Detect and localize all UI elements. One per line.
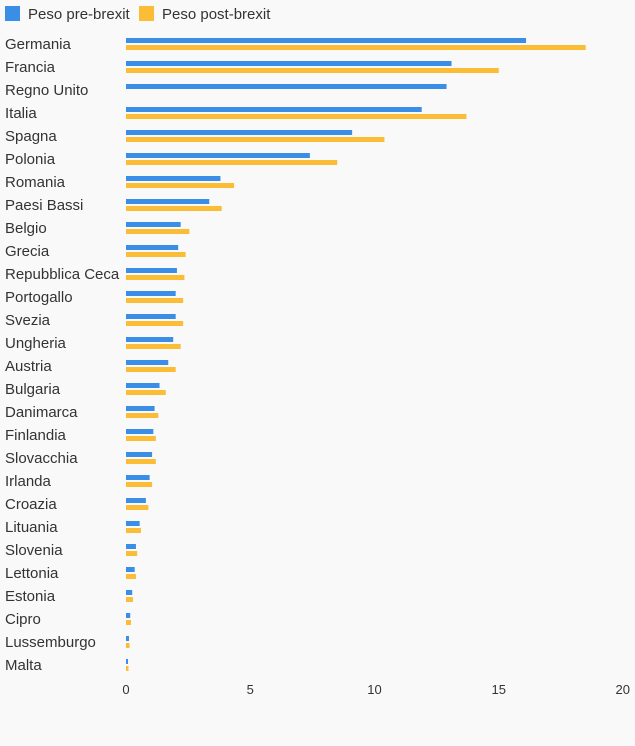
bar-pre-brexit (126, 544, 136, 549)
bar-post-brexit (126, 390, 166, 395)
category-axis: Germania Francia Regno Unito Italia Spagna Po… (5, 36, 120, 674)
bar-post-brexit (126, 206, 222, 211)
bar-pre-brexit (126, 337, 174, 342)
bar-pre-brexit (126, 452, 153, 457)
bar-post-brexit (126, 574, 136, 579)
legend-swatch-pre (5, 6, 20, 21)
category-label: Malta (5, 657, 42, 674)
category-label: Austria (5, 358, 52, 375)
bar-pre-brexit (126, 383, 160, 388)
category-label: Lussemburgo (5, 634, 96, 651)
bar-pre-brexit (126, 176, 221, 181)
category-label: Francia (5, 59, 56, 76)
bar-post-brexit (126, 229, 190, 234)
bar-pre-brexit (126, 636, 129, 641)
bar-pre-brexit (126, 245, 179, 250)
bar-post-brexit (126, 298, 184, 303)
bar-pre-brexit (126, 222, 181, 227)
bar-post-brexit (126, 666, 129, 671)
bar-post-brexit (126, 160, 338, 165)
bar-pre-brexit (126, 291, 176, 296)
category-label: Polonia (5, 151, 56, 168)
category-label: Croazia (5, 496, 57, 513)
bar-post-brexit (126, 321, 184, 326)
bar-post-brexit (126, 413, 159, 418)
bar-post-brexit (126, 45, 586, 50)
bar-pre-brexit (126, 521, 140, 526)
bar-post-brexit (126, 620, 131, 625)
category-label: Portogallo (5, 289, 73, 306)
bars (126, 38, 586, 671)
category-label: Regno Unito (5, 82, 88, 99)
x-tick-label: 0 (122, 682, 129, 697)
bar-post-brexit (126, 367, 176, 372)
bar-post-brexit (126, 344, 181, 349)
category-label: Paesi Bassi (5, 197, 83, 214)
category-label: Irlanda (5, 473, 52, 490)
bar-pre-brexit (126, 590, 133, 595)
bar-pre-brexit (126, 130, 353, 135)
bar-pre-brexit (126, 659, 128, 664)
bar-post-brexit (126, 528, 141, 533)
bar-post-brexit (126, 183, 235, 188)
category-label: Svezia (5, 312, 51, 329)
category-label: Italia (5, 105, 37, 122)
category-label: Lituania (5, 519, 58, 536)
category-label: Ungheria (5, 335, 67, 352)
category-label: Danimarca (5, 404, 78, 421)
bar-pre-brexit (126, 498, 146, 503)
category-label: Estonia (5, 588, 56, 605)
category-label: Bulgaria (5, 381, 61, 398)
bar-post-brexit (126, 137, 385, 142)
bar-pre-brexit (126, 268, 177, 273)
bar-pre-brexit (126, 107, 422, 112)
bar-post-brexit (126, 482, 153, 487)
bar-pre-brexit (126, 84, 447, 89)
category-label: Belgio (5, 220, 47, 237)
bar-post-brexit (126, 643, 130, 648)
bar-post-brexit (126, 275, 185, 280)
bar-post-brexit (126, 459, 156, 464)
bar-post-brexit (126, 597, 133, 602)
category-label: Romania (5, 174, 66, 191)
bar-pre-brexit (126, 613, 131, 618)
bar-post-brexit (126, 436, 156, 441)
category-label: Cipro (5, 611, 41, 628)
category-label: Repubblica Ceca (5, 266, 120, 283)
bar-pre-brexit (126, 314, 176, 319)
bar-pre-brexit (126, 567, 135, 572)
category-label: Finlandia (5, 427, 67, 444)
legend-label-post: Peso post-brexit (162, 6, 271, 23)
category-label: Slovacchia (5, 450, 78, 467)
bar-post-brexit (126, 68, 499, 73)
x-tick-label: 20 (616, 682, 630, 697)
x-tick-label: 15 (492, 682, 506, 697)
bar-pre-brexit (126, 406, 155, 411)
legend: Peso pre-brexit Peso post-brexit (5, 6, 271, 23)
bar-pre-brexit (126, 360, 169, 365)
bar-pre-brexit (126, 61, 452, 66)
value-axis: 0 5 10 15 20 (122, 682, 630, 697)
x-tick-label: 5 (247, 682, 254, 697)
bar-post-brexit (126, 114, 467, 119)
bar-post-brexit (126, 505, 149, 510)
category-label: Lettonia (5, 565, 59, 582)
bar-pre-brexit (126, 153, 310, 158)
bar-pre-brexit (126, 475, 150, 480)
legend-label-pre: Peso pre-brexit (28, 6, 131, 23)
bar-post-brexit (126, 252, 186, 257)
bar-pre-brexit (126, 429, 154, 434)
legend-swatch-post (139, 6, 154, 21)
bar-post-brexit (126, 551, 138, 556)
category-label: Slovenia (5, 542, 63, 559)
category-label: Spagna (5, 128, 57, 145)
bar-pre-brexit (126, 38, 527, 43)
x-tick-label: 10 (367, 682, 381, 697)
category-label: Germania (5, 36, 72, 53)
bar-pre-brexit (126, 199, 210, 204)
category-label: Grecia (5, 243, 50, 260)
